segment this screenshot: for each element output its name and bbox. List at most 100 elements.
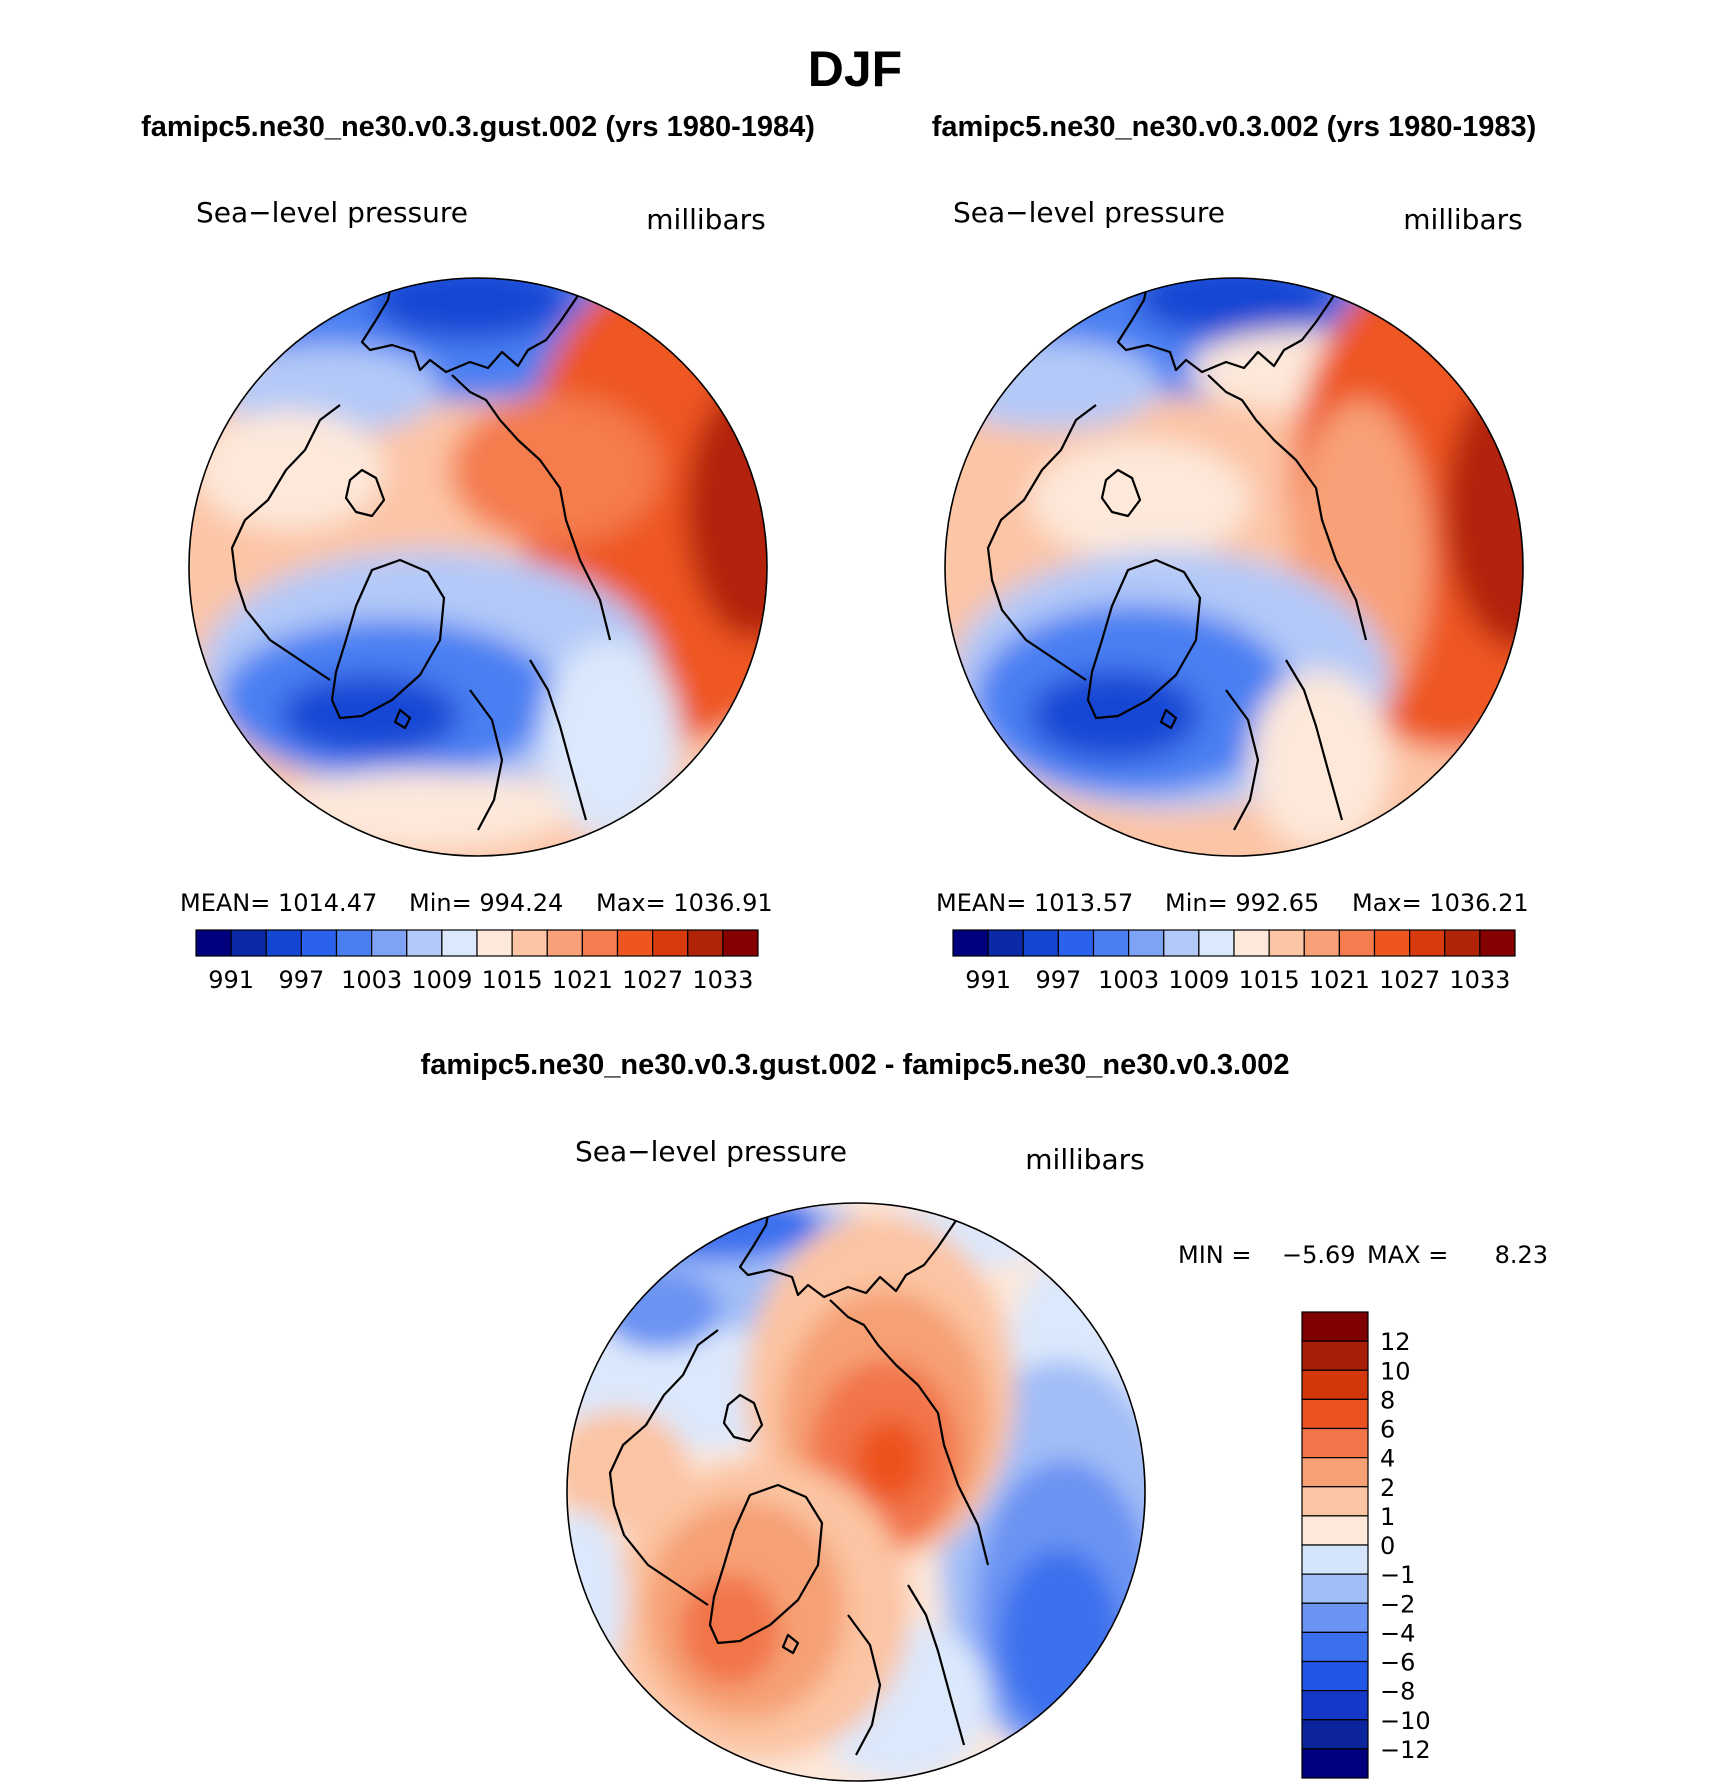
colorbar-swatch bbox=[1022, 929, 1059, 957]
colorbar-swatch bbox=[1092, 929, 1130, 957]
page-title: DJF bbox=[808, 41, 902, 97]
colorbar-swatch bbox=[265, 929, 302, 957]
colorbar-tick-label: 991 bbox=[965, 966, 1011, 994]
panel-a-stat-mean: MEAN= 1014.47 bbox=[180, 889, 377, 917]
colorbar-tick-label: 1027 bbox=[1379, 966, 1440, 994]
panel-b-units-label: millibars bbox=[1403, 203, 1522, 236]
panel-a-stat-min: Min= 994.24 bbox=[409, 889, 563, 917]
panel-b-variable-label: Sea−level pressure bbox=[953, 196, 1225, 229]
colorbar-swatch bbox=[1198, 929, 1235, 957]
colorbar-swatch bbox=[1301, 1719, 1369, 1750]
colorbar-tick-label: 997 bbox=[1035, 966, 1081, 994]
colorbar-tick-label: 6 bbox=[1380, 1416, 1395, 1444]
colorbar-swatch bbox=[1301, 1427, 1369, 1459]
colorbar-tick-label: 1009 bbox=[411, 966, 472, 994]
colorbar-swatch bbox=[1301, 1631, 1369, 1663]
panel-c-max-value: 8.23 bbox=[1495, 1241, 1548, 1269]
colorbar-swatch bbox=[335, 929, 373, 957]
colorbar-swatch bbox=[1301, 1311, 1369, 1342]
panel-b-coastlines bbox=[986, 278, 1368, 831]
colorbar-swatch bbox=[1233, 929, 1270, 957]
colorbar-swatch bbox=[652, 929, 689, 957]
colorbar-swatch bbox=[1301, 1486, 1369, 1517]
colorbar-tick-label: 997 bbox=[278, 966, 324, 994]
colorbar-tick-label: 8 bbox=[1380, 1386, 1395, 1414]
colorbar-swatch bbox=[1301, 1369, 1369, 1400]
colorbar-tick-label: 1027 bbox=[622, 966, 683, 994]
colorbar-tick-label: −8 bbox=[1380, 1678, 1415, 1706]
panel-b-stat-mean: MEAN= 1013.57 bbox=[936, 889, 1133, 917]
colorbar-swatch bbox=[1128, 929, 1165, 957]
colorbar-swatch bbox=[1338, 929, 1376, 957]
colorbar-tick-label: 1003 bbox=[1098, 966, 1159, 994]
colorbar-swatch bbox=[546, 929, 583, 957]
panel-b-stat-min: Min= 992.65 bbox=[1165, 889, 1319, 917]
colorbar-tick-label: −12 bbox=[1380, 1736, 1431, 1764]
colorbar-tick-label: 1009 bbox=[1168, 966, 1229, 994]
colorbar-tick-label: −10 bbox=[1380, 1707, 1431, 1735]
colorbar-swatch bbox=[1301, 1398, 1369, 1430]
colorbar-swatch bbox=[441, 929, 478, 957]
panel-difference: famipc5.ne30_ne30.v0.3.gust.002 - famipc… bbox=[421, 1049, 1548, 1782]
panel-a-coastlines bbox=[230, 278, 612, 831]
colorbar-swatch bbox=[987, 929, 1024, 957]
colorbar-swatch bbox=[616, 929, 654, 957]
colorbar-swatch bbox=[1301, 1340, 1369, 1371]
colorbar-swatch bbox=[230, 929, 267, 957]
colorbar-tick-label: 1003 bbox=[341, 966, 402, 994]
colorbar-swatch bbox=[195, 929, 232, 957]
colorbar-swatch bbox=[371, 929, 408, 957]
panel-a-colorbar-labels: 991 997 1003 1009 1015 1021 1027 1033 bbox=[208, 966, 753, 994]
panel-model-b: famipc5.ne30_ne30.v0.3.002 (yrs 1980-198… bbox=[932, 111, 1537, 994]
panel-b-stat-max: Max= 1036.21 bbox=[1352, 889, 1529, 917]
colorbar-tick-label: 1033 bbox=[1449, 966, 1510, 994]
panel-c-min-label: MIN = bbox=[1178, 1241, 1251, 1269]
colorbar-tick-label: 1021 bbox=[1309, 966, 1370, 994]
colorbar-swatch bbox=[1301, 1748, 1369, 1779]
panel-a-colorbar bbox=[195, 929, 759, 957]
panel-a-variable-label: Sea−level pressure bbox=[196, 196, 468, 229]
panel-c-max-label: MAX = bbox=[1367, 1241, 1448, 1269]
colorbar-swatch bbox=[1301, 1660, 1369, 1692]
colorbar-swatch bbox=[1268, 929, 1305, 957]
panel-c-variable-label: Sea−level pressure bbox=[575, 1135, 847, 1168]
colorbar-tick-label: −6 bbox=[1380, 1649, 1415, 1677]
panel-c-colorbar bbox=[1301, 1311, 1369, 1779]
colorbar-swatch bbox=[1163, 929, 1200, 957]
panel-c-coastlines bbox=[608, 1203, 990, 1756]
colorbar-swatch bbox=[722, 929, 759, 957]
colorbar-tick-label: 991 bbox=[208, 966, 254, 994]
colorbar-tick-label: 4 bbox=[1380, 1445, 1395, 1473]
colorbar-swatch bbox=[1373, 929, 1411, 957]
colorbar-swatch bbox=[1301, 1573, 1369, 1604]
colorbar-swatch bbox=[511, 929, 548, 957]
colorbar-swatch bbox=[1303, 929, 1340, 957]
colorbar-swatch bbox=[1444, 929, 1481, 957]
colorbar-swatch bbox=[1057, 929, 1095, 957]
colorbar-tick-label: 1 bbox=[1380, 1503, 1395, 1531]
colorbar-swatch bbox=[476, 929, 513, 957]
colorbar-tick-label: 1015 bbox=[482, 966, 543, 994]
colorbar-tick-label: 0 bbox=[1380, 1532, 1395, 1560]
colorbar-swatch bbox=[1301, 1690, 1369, 1721]
colorbar-tick-label: 10 bbox=[1380, 1357, 1411, 1385]
panel-c-header: famipc5.ne30_ne30.v0.3.gust.002 - famipc… bbox=[421, 1049, 1290, 1081]
panel-a-stat-max: Max= 1036.91 bbox=[596, 889, 773, 917]
colorbar-swatch bbox=[687, 929, 724, 957]
colorbar-tick-label: 1033 bbox=[692, 966, 753, 994]
colorbar-tick-label: 1021 bbox=[552, 966, 613, 994]
panel-c-map bbox=[567, 1203, 1145, 1781]
panel-a-map bbox=[189, 278, 767, 856]
colorbar-swatch bbox=[1301, 1515, 1369, 1546]
colorbar-swatch bbox=[1409, 929, 1446, 957]
panel-b-colorbar bbox=[952, 929, 1516, 957]
colorbar-tick-label: 1015 bbox=[1239, 966, 1300, 994]
panel-c-min-value: −5.69 bbox=[1282, 1241, 1356, 1269]
colorbar-swatch bbox=[1301, 1544, 1369, 1575]
colorbar-tick-label: −2 bbox=[1380, 1590, 1415, 1618]
colorbar-swatch bbox=[406, 929, 443, 957]
colorbar-swatch bbox=[1301, 1602, 1369, 1633]
colorbar-swatch bbox=[300, 929, 338, 957]
